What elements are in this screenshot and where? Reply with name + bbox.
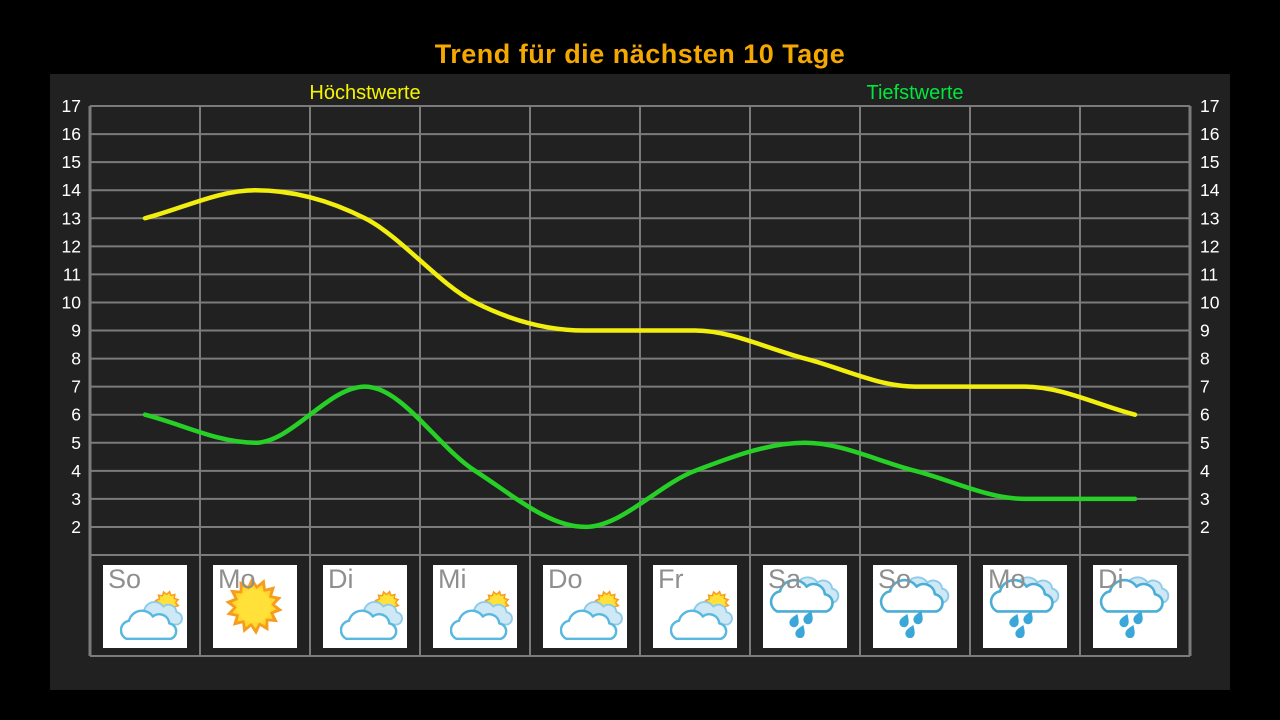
day-label: Mo	[218, 565, 256, 594]
day-forecast-tile[interactable]: So	[873, 565, 957, 648]
y-tick-label-left: 15	[62, 152, 81, 172]
legend-tiefstwerte: Tiefstwerte	[866, 82, 964, 104]
day-label: Mo	[988, 565, 1026, 594]
y-tick-label-left: 3	[71, 489, 81, 509]
y-tick-label-right: 5	[1200, 433, 1210, 453]
y-tick-label-left: 9	[71, 321, 81, 341]
partly-cloudy-icon	[449, 587, 516, 646]
y-tick-label-left: 6	[71, 405, 81, 425]
rain-icon	[1098, 572, 1170, 643]
page-title: Trend für die nächsten 10 Tage	[434, 39, 846, 69]
rain-icon	[988, 572, 1060, 643]
y-tick-label-left: 12	[62, 236, 81, 256]
y-tick-label-left: 8	[71, 349, 81, 369]
chart-panel: 17 17 16 16 15 15 14 14 13 13 12 12 11 11 10 10 9 9 8 8 7 7 6 6…	[50, 74, 1230, 690]
y-tick-label-right: 17	[1200, 96, 1219, 116]
day-forecast-tile[interactable]: Mo	[213, 565, 297, 648]
y-tick-label-left: 11	[63, 264, 81, 284]
day-forecast-tile[interactable]: So	[103, 565, 187, 648]
day-forecast-tile[interactable]: Sa	[763, 565, 847, 648]
y-tick-label-left: 16	[62, 124, 81, 144]
y-tick-label-right: 4	[1200, 461, 1210, 481]
rain-icon	[768, 572, 840, 643]
y-tick-label-right: 2	[1200, 517, 1210, 537]
y-tick-label-right: 16	[1200, 124, 1219, 144]
y-tick-label-right: 9	[1200, 321, 1210, 341]
y-tick-label-right: 7	[1200, 377, 1210, 397]
y-tick-label-right: 10	[1200, 292, 1220, 312]
day-forecast-tile[interactable]: Di	[1093, 565, 1177, 648]
y-tick-label-left: 14	[62, 180, 82, 200]
day-label: Do	[548, 565, 583, 594]
y-tick-label-right: 13	[1200, 208, 1219, 228]
y-tick-label-left: 2	[71, 517, 81, 537]
day-forecast-tile[interactable]: Mo	[983, 565, 1067, 648]
low-values-line	[142, 384, 1138, 530]
legend-hoechstwerte: Höchstwerte	[309, 82, 421, 104]
day-label: Sa	[768, 565, 802, 594]
day-label: So	[108, 565, 142, 594]
partly-cloudy-icon	[559, 587, 626, 646]
partly-cloudy-icon	[669, 587, 736, 646]
y-tick-label-left: 13	[62, 208, 81, 228]
sunny-icon	[222, 574, 286, 643]
trend-chart: 17 17 16 16 15 15 14 14 13 13 12 12 11 11 10 10 9 9 8 8 7 7 6 6…	[62, 96, 1220, 657]
y-tick-label-left: 10	[62, 292, 82, 312]
day-forecast-tile[interactable]: Do	[543, 565, 627, 648]
y-tick-label-left: 5	[71, 433, 81, 453]
partly-cloudy-icon	[119, 587, 186, 646]
day-label: Di	[328, 565, 354, 594]
y-tick-label-right: 11	[1200, 264, 1218, 284]
y-tick-label-right: 12	[1200, 236, 1219, 256]
y-tick-label-right: 8	[1200, 349, 1210, 369]
partly-cloudy-icon	[339, 587, 406, 646]
y-tick-label-left: 4	[71, 461, 81, 481]
day-strip: So Mo Di Mi Do Fr Sa So Mo Di	[50, 74, 1230, 690]
day-label: So	[878, 565, 912, 594]
day-label: Mi	[438, 565, 467, 594]
day-forecast-tile[interactable]: Fr	[653, 565, 737, 648]
y-tick-label-left: 7	[71, 377, 81, 397]
y-tick-label-right: 6	[1200, 405, 1210, 425]
y-tick-label-right: 15	[1200, 152, 1219, 172]
y-tick-label-left: 17	[62, 96, 81, 116]
rain-icon	[878, 572, 950, 643]
day-forecast-tile[interactable]: Mi	[433, 565, 517, 648]
day-forecast-tile[interactable]: Di	[323, 565, 407, 648]
high-values-line	[142, 187, 1138, 417]
y-tick-label-right: 14	[1200, 180, 1220, 200]
day-label: Fr	[658, 565, 684, 594]
day-label: Di	[1098, 565, 1124, 594]
y-tick-label-right: 3	[1200, 489, 1210, 509]
